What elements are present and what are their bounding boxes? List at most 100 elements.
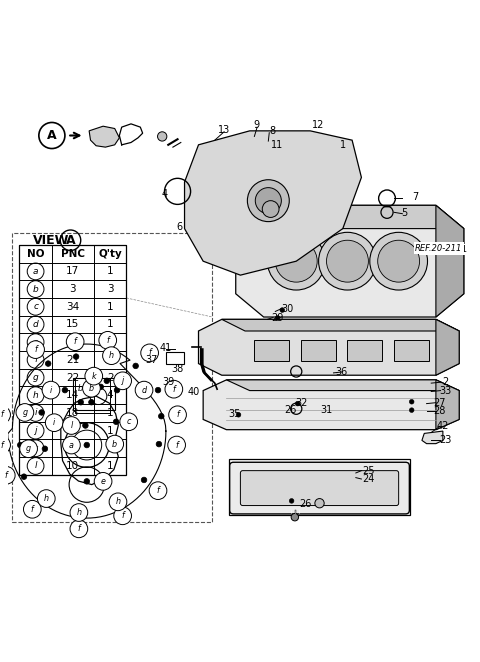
Text: g: g — [26, 444, 31, 453]
Polygon shape — [436, 380, 459, 430]
Circle shape — [291, 514, 299, 521]
Text: f: f — [34, 345, 37, 354]
Text: 27: 27 — [433, 398, 446, 408]
Text: a: a — [69, 440, 74, 449]
Polygon shape — [227, 380, 459, 391]
Text: e: e — [101, 477, 106, 486]
Text: 1: 1 — [107, 302, 113, 312]
Circle shape — [17, 442, 23, 448]
Text: f: f — [106, 336, 109, 345]
Text: 38: 38 — [171, 364, 184, 374]
Text: 4: 4 — [162, 189, 168, 199]
Text: 17: 17 — [66, 266, 80, 277]
Circle shape — [17, 412, 23, 418]
Text: f: f — [77, 524, 80, 534]
Circle shape — [89, 399, 94, 405]
Text: i: i — [50, 385, 52, 395]
Circle shape — [156, 442, 162, 447]
Circle shape — [21, 474, 27, 479]
Text: c: c — [33, 303, 38, 311]
Circle shape — [84, 479, 90, 484]
Circle shape — [62, 387, 68, 393]
Text: 30: 30 — [281, 304, 293, 314]
Circle shape — [70, 504, 88, 522]
Text: 41: 41 — [160, 343, 172, 353]
Circle shape — [114, 372, 132, 390]
Polygon shape — [184, 131, 361, 275]
Circle shape — [73, 354, 79, 359]
Circle shape — [326, 240, 368, 282]
Circle shape — [0, 467, 15, 484]
Bar — [166, 352, 184, 363]
Text: 17: 17 — [103, 355, 117, 365]
Text: 1: 1 — [340, 140, 346, 150]
Bar — [73, 377, 115, 410]
Text: 10: 10 — [66, 461, 79, 471]
Text: 36: 36 — [336, 367, 348, 377]
Circle shape — [99, 332, 117, 349]
Text: b: b — [78, 384, 84, 393]
Text: VIEW: VIEW — [33, 234, 70, 247]
Circle shape — [46, 414, 63, 432]
Circle shape — [27, 341, 45, 358]
Circle shape — [109, 493, 127, 510]
Text: 1: 1 — [107, 461, 113, 471]
Text: b: b — [89, 384, 94, 393]
Text: 26: 26 — [285, 405, 297, 415]
Text: PNC: PNC — [61, 249, 85, 259]
Text: 32: 32 — [296, 398, 308, 408]
Text: k: k — [33, 444, 38, 453]
Circle shape — [113, 499, 119, 504]
Circle shape — [106, 435, 123, 453]
Text: 25: 25 — [362, 465, 375, 475]
Text: f: f — [0, 440, 3, 449]
Text: d: d — [33, 320, 38, 329]
Text: e: e — [33, 338, 38, 347]
Circle shape — [157, 132, 167, 141]
Text: k: k — [92, 371, 96, 381]
Text: 26: 26 — [300, 499, 312, 509]
Circle shape — [409, 399, 414, 404]
Circle shape — [114, 507, 132, 524]
Text: 4: 4 — [107, 390, 113, 401]
Text: a: a — [33, 267, 38, 276]
FancyBboxPatch shape — [240, 471, 399, 506]
Circle shape — [16, 404, 34, 421]
Circle shape — [46, 361, 51, 366]
Circle shape — [68, 420, 73, 426]
Circle shape — [0, 436, 11, 454]
Text: 29: 29 — [272, 312, 284, 322]
Circle shape — [83, 423, 88, 428]
Circle shape — [85, 367, 103, 385]
Text: NO: NO — [27, 249, 44, 259]
Text: REF.20-211: REF.20-211 — [417, 245, 468, 254]
Text: 1: 1 — [107, 320, 113, 330]
Text: f: f — [121, 511, 124, 520]
Circle shape — [135, 381, 153, 399]
Text: 1: 1 — [107, 426, 113, 436]
Text: 8: 8 — [269, 126, 275, 136]
Text: f: f — [31, 504, 34, 514]
Circle shape — [168, 406, 186, 424]
Text: 2: 2 — [107, 373, 113, 383]
Text: h: h — [109, 351, 114, 360]
Text: 11: 11 — [271, 140, 283, 150]
Text: 12: 12 — [312, 120, 325, 130]
Text: 24: 24 — [362, 474, 374, 484]
Circle shape — [114, 387, 120, 393]
Text: 15: 15 — [66, 320, 80, 330]
Circle shape — [98, 384, 104, 390]
Circle shape — [62, 416, 80, 434]
Circle shape — [113, 419, 119, 424]
Text: 42: 42 — [437, 422, 449, 432]
Circle shape — [267, 232, 325, 290]
Polygon shape — [203, 380, 459, 430]
Text: 40: 40 — [188, 387, 200, 397]
Text: 23: 23 — [439, 436, 451, 446]
Bar — [348, 340, 383, 361]
Circle shape — [84, 442, 90, 448]
Bar — [301, 340, 336, 361]
Text: i: i — [53, 418, 55, 427]
Text: 3: 3 — [107, 284, 113, 294]
Text: 1: 1 — [107, 266, 113, 277]
